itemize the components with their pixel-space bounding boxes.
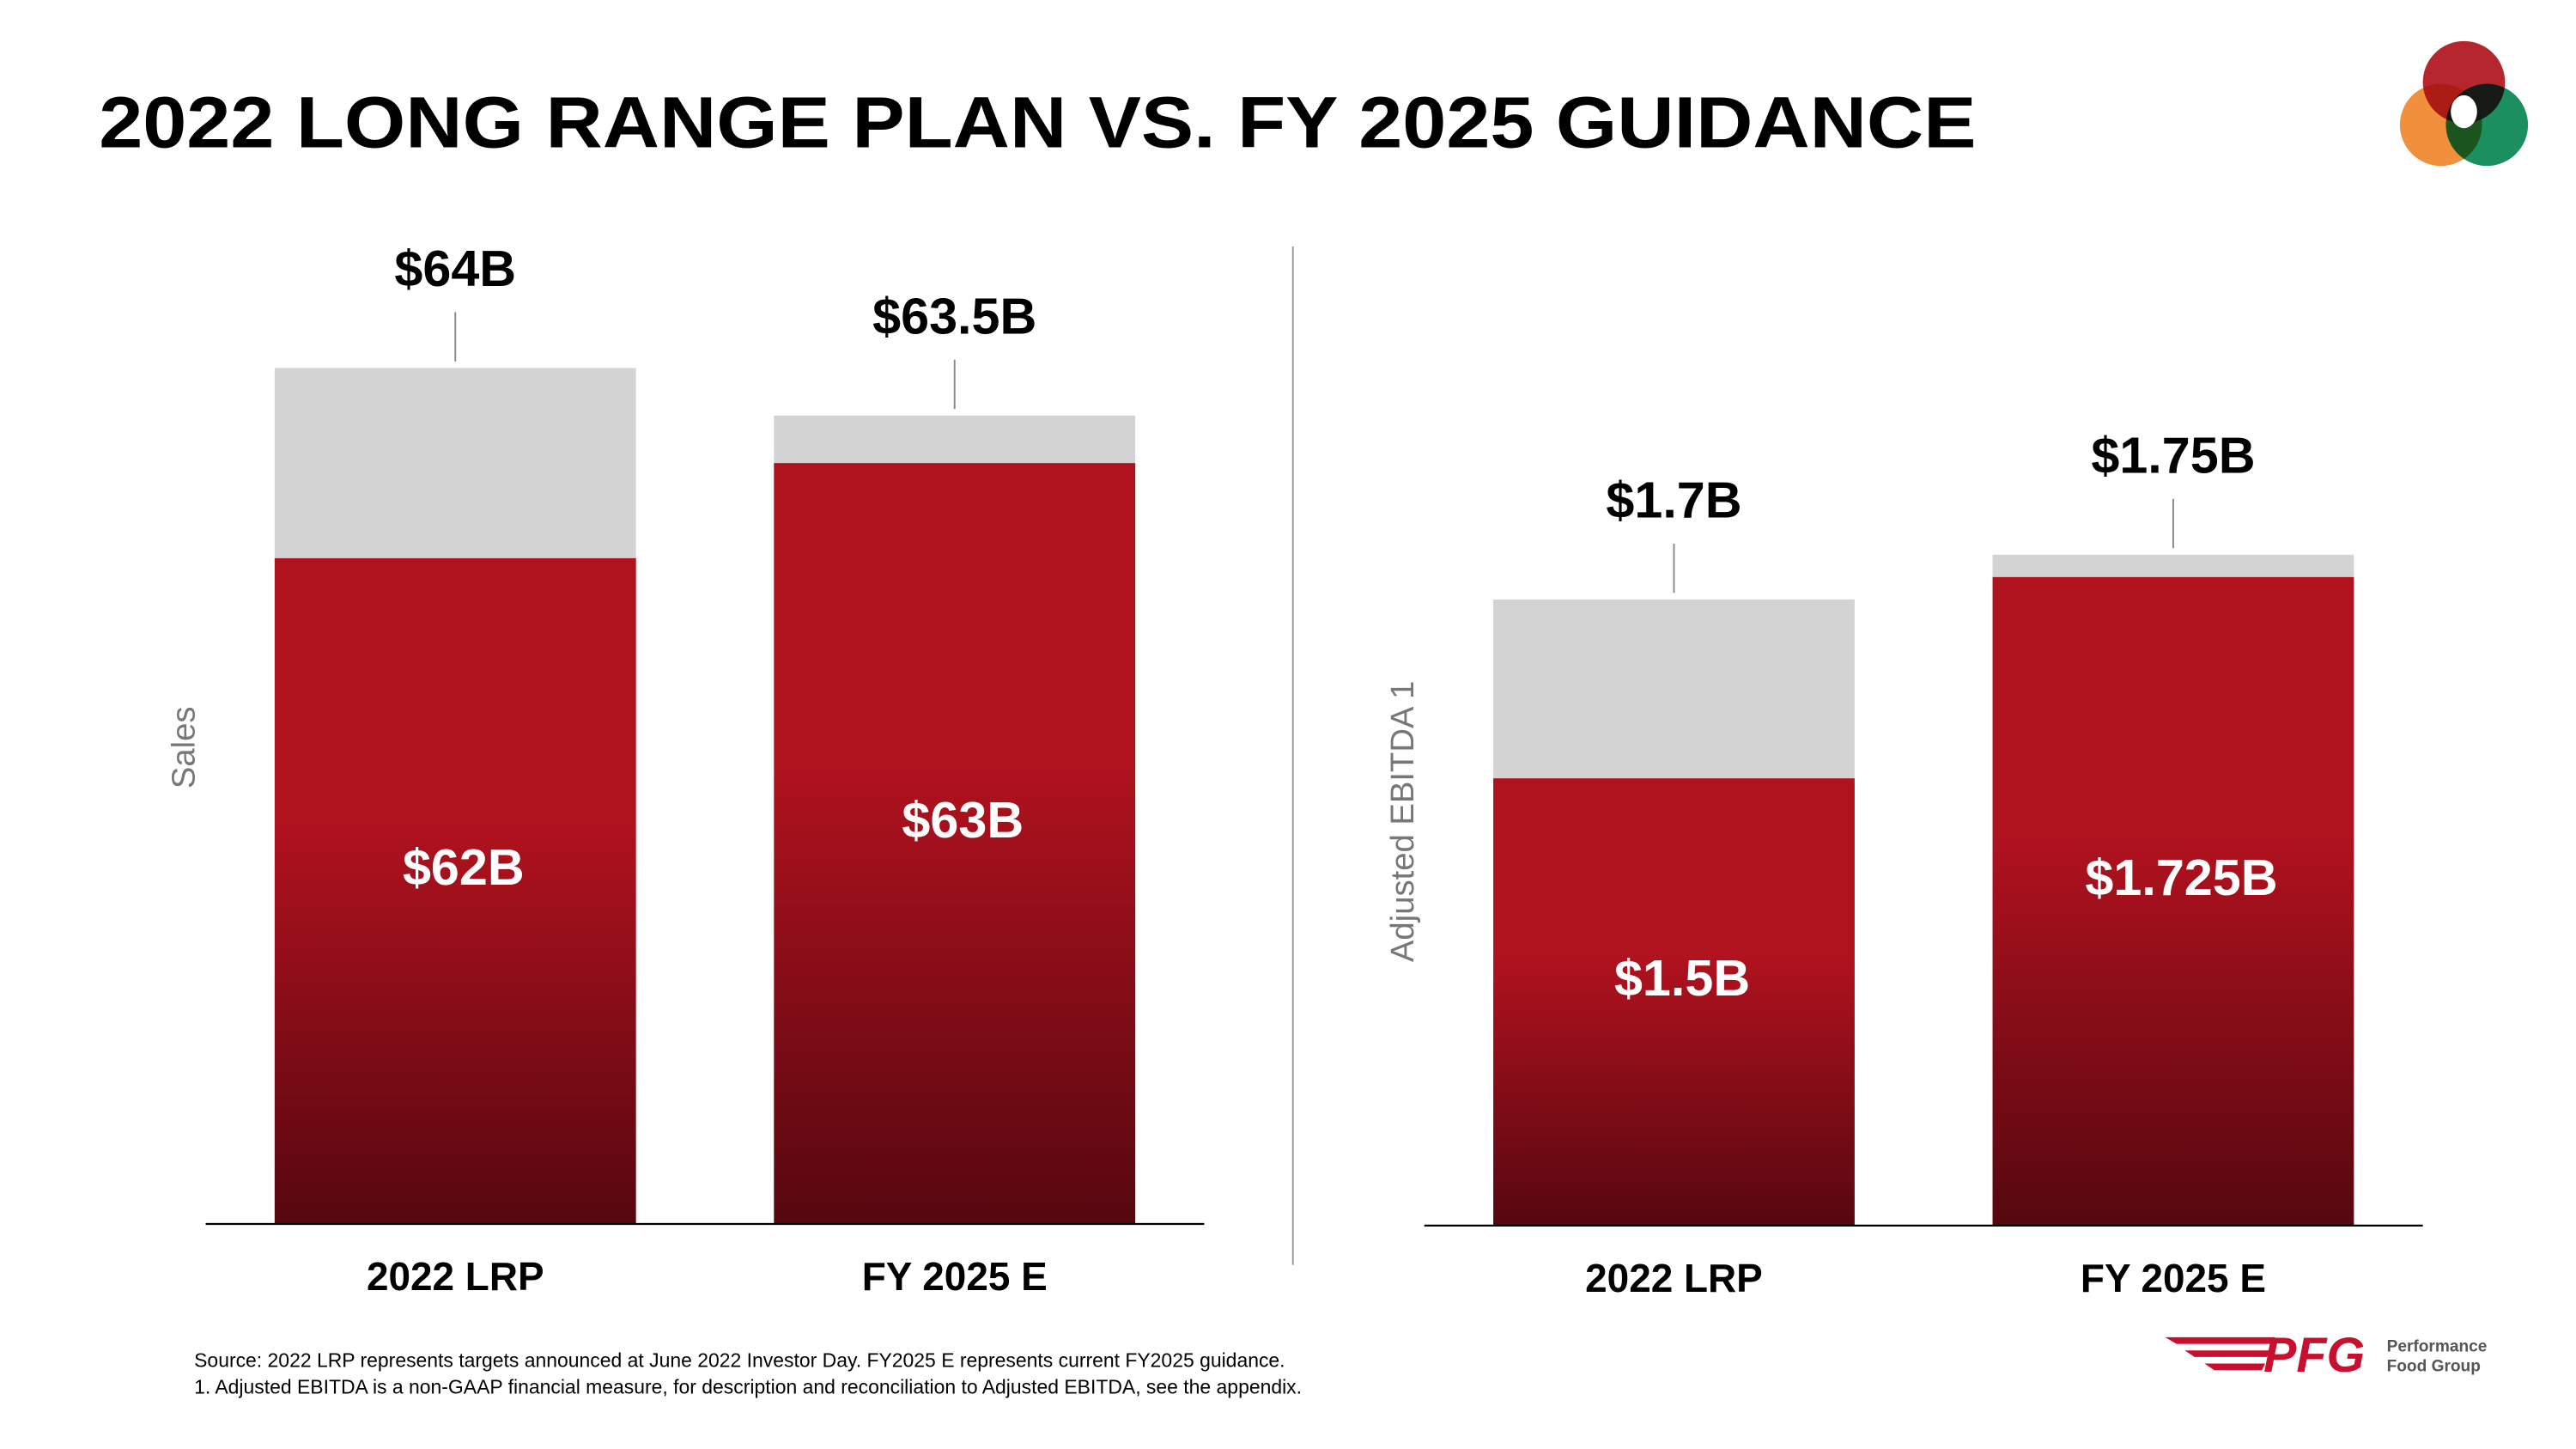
speed-lines bbox=[2165, 1336, 2275, 1371]
logo-text: Performance bbox=[2387, 1337, 2488, 1355]
bar bbox=[1493, 778, 1855, 1226]
x-tick-label: FY 2025 E bbox=[862, 1254, 1048, 1299]
value-label: $1.725B bbox=[2085, 849, 2277, 906]
value-label: $62B bbox=[403, 838, 525, 896]
brand-circles bbox=[2399, 40, 2529, 167]
circle-core bbox=[2451, 94, 2477, 129]
x-tick-label: 2022 LRP bbox=[1585, 1256, 1763, 1300]
logo-mark: PFG bbox=[2263, 1328, 2365, 1383]
y-axis-label: Sales bbox=[166, 706, 203, 788]
value-label: $63B bbox=[902, 791, 1024, 849]
x-tick-label: FY 2025 E bbox=[2081, 1256, 2266, 1300]
bar bbox=[1992, 576, 2354, 1226]
footnote: Source: 2022 LRP represents targets anno… bbox=[194, 1349, 1285, 1372]
y-axis-label: Adjusted EBITDA 1 bbox=[1384, 681, 1421, 962]
value-label: $1.5B bbox=[1614, 949, 1750, 1007]
bar bbox=[774, 463, 1136, 1224]
pfg-logo: PFG Performance Food Group bbox=[2165, 1328, 2487, 1383]
footnote: 1. Adjusted EBITDA is a non-GAAP financi… bbox=[194, 1375, 1302, 1397]
total-label: $64B bbox=[394, 240, 516, 297]
bar bbox=[274, 557, 636, 1224]
total-label: $1.7B bbox=[1606, 472, 1741, 529]
slide-title: 2022 LONG RANGE PLAN VS. FY 2025 GUIDANC… bbox=[99, 82, 1976, 162]
total-label: $63.5B bbox=[872, 288, 1036, 345]
logo-text: Food Group bbox=[2387, 1357, 2481, 1375]
x-tick-label: 2022 LRP bbox=[367, 1254, 544, 1299]
total-label: $1.75B bbox=[2091, 427, 2255, 484]
